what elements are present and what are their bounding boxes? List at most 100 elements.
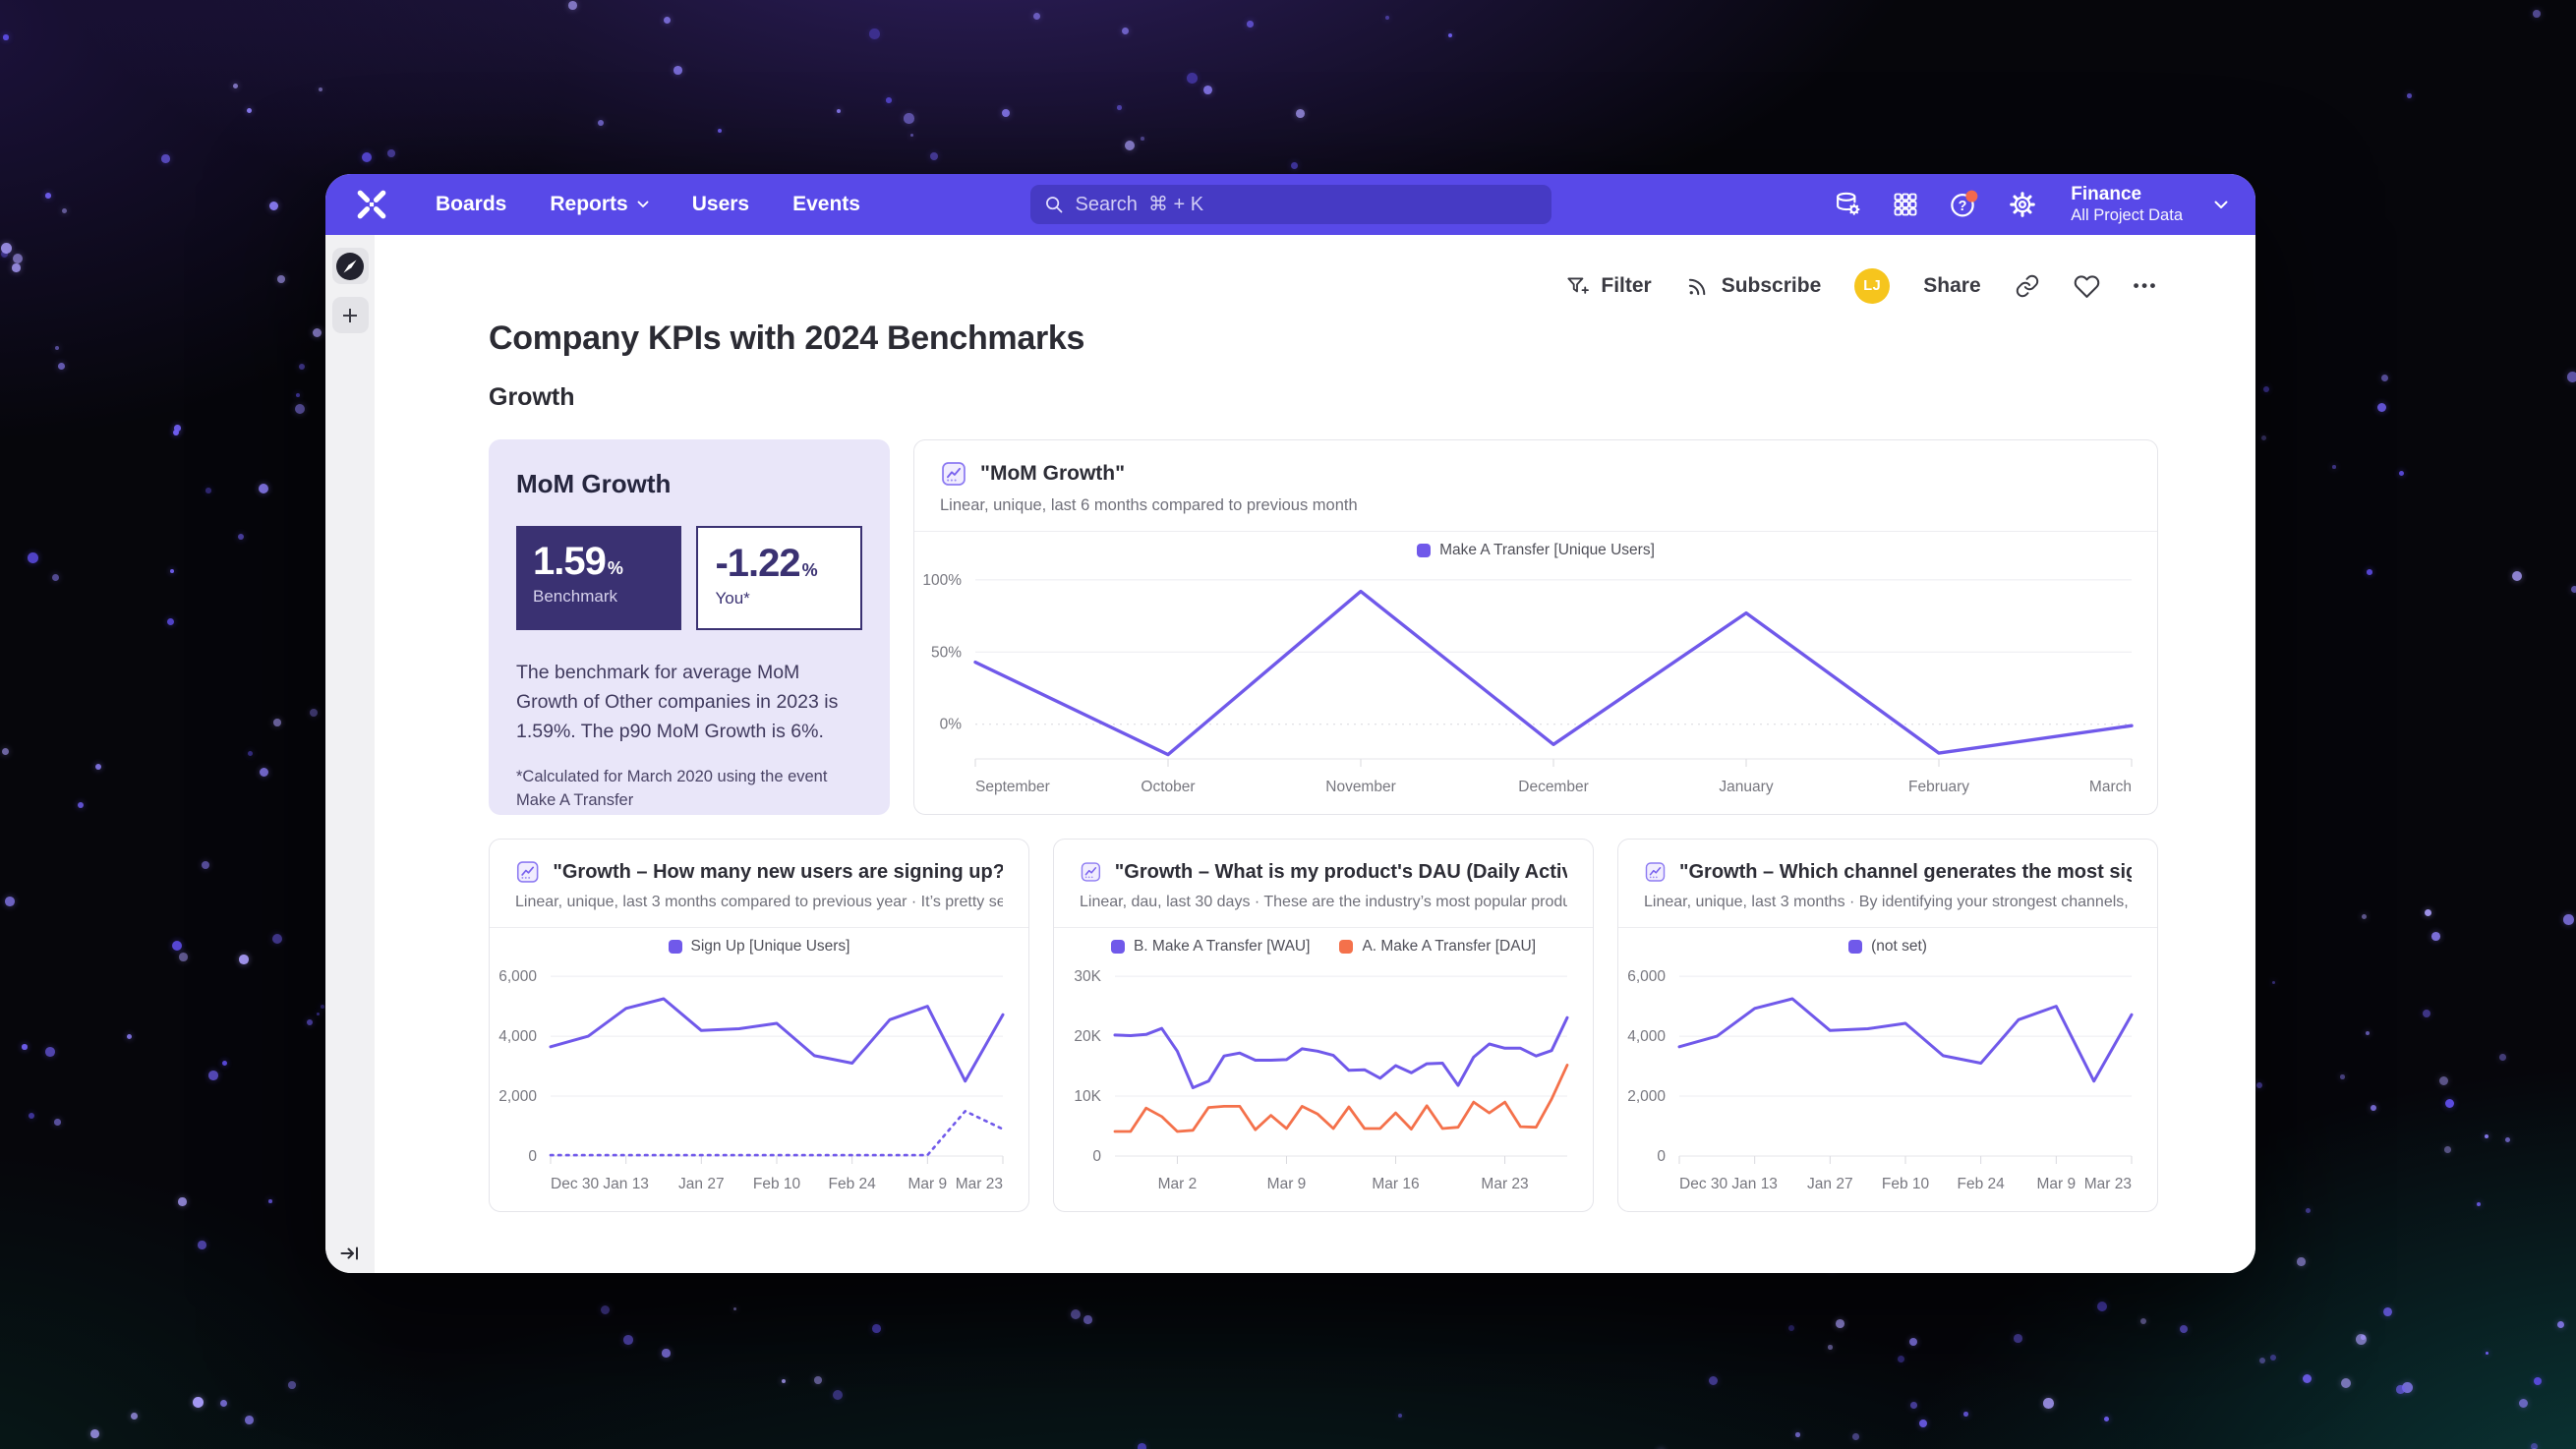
svg-text:October: October <box>1141 779 1195 795</box>
mom-growth-chart: 0% 50% 100% September October November Decembe… <box>914 559 2157 804</box>
divider <box>914 531 2157 532</box>
nav-menu: Boards Reports Users Events <box>436 193 860 216</box>
star-dot <box>12 263 21 272</box>
expand-sidebar-button[interactable] <box>325 1242 375 1265</box>
left-rail <box>325 235 376 1273</box>
chart-canvas: 0 10K 20K 30K Mar 2 Mar 9 Mar 16 Mar 23 <box>1074 968 1569 1192</box>
chart-title[interactable]: "Growth – Which channel generates the mo… <box>1679 860 2132 883</box>
star-dot <box>2097 1302 2108 1312</box>
line-chart-icon <box>1645 862 1666 882</box>
star-dot <box>22 1044 28 1050</box>
star-dot <box>601 1305 611 1315</box>
add-board-button[interactable] <box>331 297 369 333</box>
settings-gear-icon[interactable] <box>2008 190 2037 219</box>
data-management-icon[interactable] <box>1833 190 1862 219</box>
dau-chart: 0 10K 20K 30K Mar 2 Mar 9 Mar 16 Mar 23 <box>1054 956 1593 1201</box>
star-dot <box>131 1413 138 1420</box>
star-dot <box>1247 21 1254 28</box>
chevron-down-icon[interactable] <box>2214 201 2228 209</box>
line-chart-icon <box>942 462 966 486</box>
search-bar[interactable] <box>1029 185 1551 224</box>
star-dot <box>1910 1402 1917 1409</box>
star-dot <box>2306 1208 2312 1214</box>
star-dot <box>2485 1134 2489 1139</box>
star-dot <box>2356 1334 2367 1345</box>
svg-text:Jan 27: Jan 27 <box>678 1176 725 1192</box>
star-dot <box>299 364 306 371</box>
star-dot <box>54 1119 61 1126</box>
favorite-button[interactable] <box>2074 273 2100 300</box>
nav-item-reports-label: Reports <box>550 193 628 215</box>
star-dot <box>1919 1420 1928 1428</box>
star-dot <box>238 534 245 541</box>
nav-item-users[interactable]: Users <box>691 193 750 215</box>
copy-link-button[interactable] <box>2015 273 2040 299</box>
more-options-button[interactable]: ••• <box>2133 276 2158 295</box>
page-title[interactable]: Company KPIs with 2024 Benchmarks <box>489 319 1085 357</box>
legend-label: Sign Up [Unique Users] <box>690 938 850 955</box>
star-dot <box>260 768 269 778</box>
top-row: MoM Growth 1.59% Benchmark -1.22% You* T… <box>489 439 2158 815</box>
star-dot <box>2512 571 2522 581</box>
project-switcher[interactable]: Finance All Project Data <box>2071 184 2183 226</box>
help-icon[interactable]: ? <box>1949 190 1978 219</box>
chart-legend: B. Make A Transfer [WAU] A. Make A Trans… <box>1054 938 1593 956</box>
star-dot <box>2140 1318 2147 1325</box>
chart-title[interactable]: "Growth – How many new users are signing… <box>553 860 1003 883</box>
apps-grid-icon[interactable] <box>1892 191 1919 218</box>
svg-text:4,000: 4,000 <box>498 1028 537 1045</box>
mixpanel-logo-icon[interactable] <box>353 186 390 223</box>
svg-text:Mar 9: Mar 9 <box>908 1176 948 1192</box>
star-dot <box>718 129 723 134</box>
star-dot <box>1852 1433 1859 1440</box>
svg-text:0: 0 <box>1092 1148 1101 1165</box>
svg-text:Feb 10: Feb 10 <box>1882 1176 1930 1192</box>
nav-item-events[interactable]: Events <box>792 193 860 215</box>
chart-title[interactable]: "Growth – What is my product's DAU (Dail… <box>1114 860 1567 883</box>
boards-home-button[interactable] <box>331 248 369 284</box>
svg-text:Feb 24: Feb 24 <box>829 1176 877 1192</box>
app-window: Boards Reports Users Events <box>325 174 2255 1273</box>
svg-text:Mar 23: Mar 23 <box>1481 1176 1528 1192</box>
star-dot <box>2533 10 2541 18</box>
chart-card-channels: "Growth – Which channel generates the mo… <box>1617 839 2158 1212</box>
star-dot <box>248 751 254 757</box>
star-dot <box>1071 1309 1082 1320</box>
nav-item-reports[interactable]: Reports <box>550 193 649 216</box>
star-dot <box>2486 1352 2489 1356</box>
legend-swatch <box>1848 940 1863 954</box>
star-dot <box>28 552 38 563</box>
svg-text:6,000: 6,000 <box>498 968 537 985</box>
star-dot <box>2399 471 2405 477</box>
legend-swatch <box>1417 544 1432 557</box>
subscribe-button[interactable]: Subscribe <box>1685 273 1821 299</box>
project-subtitle: All Project Data <box>2071 205 2183 224</box>
svg-text:Dec 30: Dec 30 <box>551 1176 599 1192</box>
star-dot <box>45 1047 55 1057</box>
star-dot <box>95 764 102 771</box>
svg-text:100%: 100% <box>922 572 962 589</box>
star-dot <box>233 84 239 89</box>
svg-text:Jan 13: Jan 13 <box>1731 1176 1778 1192</box>
nav-item-boards[interactable]: Boards <box>436 193 507 215</box>
star-dot <box>198 1241 206 1249</box>
star-dot <box>172 941 183 952</box>
star-dot <box>170 569 174 573</box>
svg-text:Mar 9: Mar 9 <box>2037 1176 2077 1192</box>
you-stat: -1.22% You* <box>696 526 862 630</box>
share-button[interactable]: Share <box>1923 274 1981 297</box>
star-dot <box>2270 1355 2276 1361</box>
filter-button[interactable]: Filter <box>1564 273 1652 299</box>
star-dot <box>2477 1202 2482 1207</box>
star-dot <box>2423 1010 2431 1018</box>
svg-text:Jan 27: Jan 27 <box>1807 1176 1853 1192</box>
chart-title[interactable]: "MoM Growth" <box>980 462 1126 485</box>
star-dot <box>2332 465 2336 469</box>
chart-subtitle: Linear, unique, last 3 months · By ident… <box>1644 894 2132 910</box>
heart-icon <box>2074 274 2099 298</box>
search-input[interactable] <box>1029 193 1551 216</box>
svg-text:4,000: 4,000 <box>1627 1028 1666 1045</box>
avatar[interactable]: LJ <box>1854 268 1891 304</box>
star-dot <box>2371 1105 2376 1111</box>
